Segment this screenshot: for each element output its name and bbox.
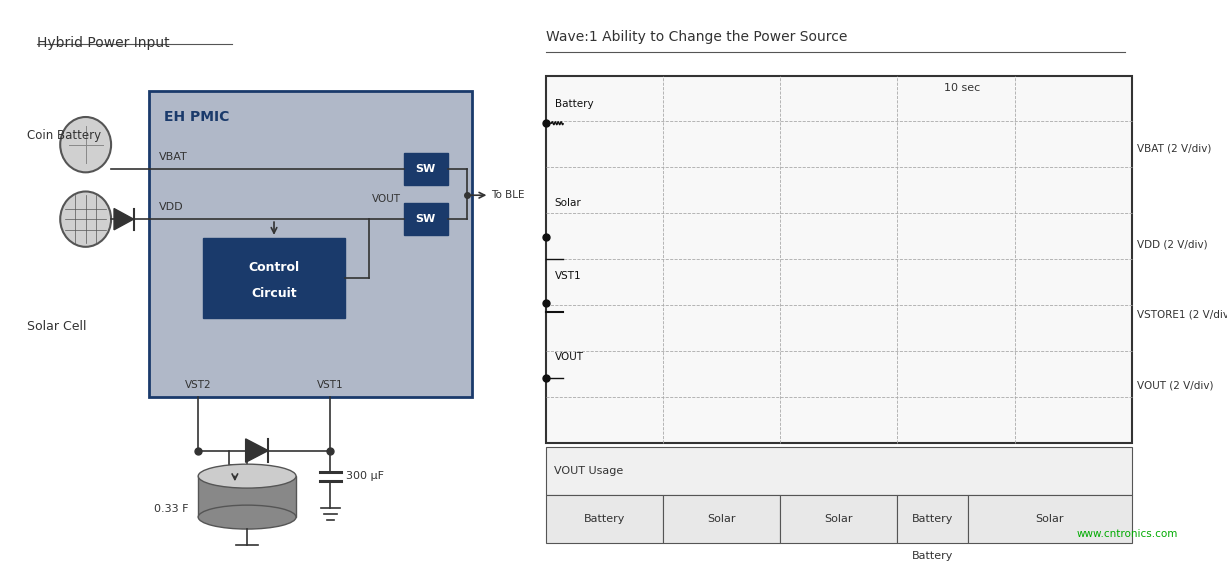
- Text: Battery: Battery: [584, 514, 625, 524]
- Text: VOUT Usage: VOUT Usage: [555, 466, 623, 476]
- Text: Circuit: Circuit: [252, 287, 297, 300]
- Text: 10 sec: 10 sec: [944, 83, 980, 93]
- FancyBboxPatch shape: [546, 447, 1133, 495]
- FancyBboxPatch shape: [546, 75, 1133, 443]
- Text: Battery: Battery: [912, 551, 953, 560]
- Circle shape: [60, 191, 112, 247]
- Text: VBAT: VBAT: [160, 152, 188, 162]
- Text: Control: Control: [248, 260, 299, 273]
- Text: SW: SW: [416, 214, 436, 224]
- Text: VDD: VDD: [160, 202, 184, 212]
- FancyBboxPatch shape: [199, 475, 296, 517]
- Text: To BLE: To BLE: [491, 190, 524, 200]
- FancyBboxPatch shape: [780, 495, 897, 543]
- Text: Solar: Solar: [555, 198, 582, 208]
- Text: Battery: Battery: [912, 514, 953, 524]
- Text: www.cntronics.com: www.cntronics.com: [1077, 529, 1178, 539]
- Text: SW: SW: [416, 164, 436, 174]
- Text: VBAT (2 V/div): VBAT (2 V/div): [1137, 144, 1212, 154]
- Text: VDD (2 V/div): VDD (2 V/div): [1137, 239, 1209, 250]
- Text: VOUT (2 V/div): VOUT (2 V/div): [1137, 381, 1214, 391]
- Ellipse shape: [199, 464, 296, 488]
- FancyBboxPatch shape: [897, 495, 968, 543]
- FancyBboxPatch shape: [150, 92, 472, 397]
- Text: VOUT: VOUT: [372, 194, 401, 204]
- Text: 0.33 F: 0.33 F: [153, 504, 189, 514]
- FancyBboxPatch shape: [663, 495, 780, 543]
- Text: Coin Battery: Coin Battery: [27, 128, 101, 142]
- Text: VOUT: VOUT: [555, 352, 584, 362]
- Text: VST2: VST2: [185, 380, 211, 391]
- Circle shape: [60, 117, 112, 172]
- Ellipse shape: [199, 505, 296, 529]
- FancyBboxPatch shape: [968, 495, 1133, 543]
- Text: VST1: VST1: [317, 380, 344, 391]
- Polygon shape: [245, 439, 269, 462]
- Text: Hybrid Power Input: Hybrid Power Input: [37, 36, 169, 50]
- Text: EH PMIC: EH PMIC: [164, 110, 229, 124]
- FancyBboxPatch shape: [204, 238, 345, 318]
- Text: Solar: Solar: [1036, 514, 1064, 524]
- Text: Solar: Solar: [825, 514, 853, 524]
- Text: Battery: Battery: [555, 98, 593, 109]
- FancyBboxPatch shape: [404, 203, 448, 235]
- Text: VSTORE1 (2 V/div): VSTORE1 (2 V/div): [1137, 309, 1227, 319]
- Polygon shape: [114, 208, 134, 230]
- Text: Solar Cell: Solar Cell: [27, 320, 86, 333]
- FancyBboxPatch shape: [546, 495, 663, 543]
- Text: VST1: VST1: [555, 271, 582, 281]
- FancyBboxPatch shape: [404, 153, 448, 185]
- Text: Solar: Solar: [708, 514, 736, 524]
- Text: 300 μF: 300 μF: [346, 471, 384, 481]
- Text: Wave:1 Ability to Change the Power Source: Wave:1 Ability to Change the Power Sourc…: [546, 31, 847, 44]
